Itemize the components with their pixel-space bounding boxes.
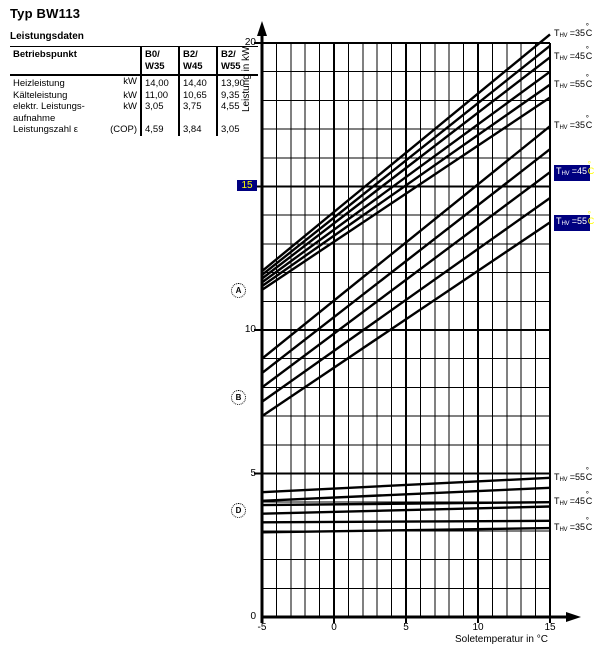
row-unit: (COP) (110, 124, 137, 135)
data-line (261, 96, 551, 291)
table-row: elektr. Leistungs- aufnahme kW 3,05 3,75 4,5… (10, 101, 258, 124)
row-value: 4,59 (140, 124, 179, 136)
row-label: Heizleistung kW (13, 76, 137, 89)
row-label: Kälteleistung kW (13, 89, 137, 101)
row-value: 14,40 (178, 75, 217, 90)
row-value: 13,90 (216, 75, 258, 90)
table-row: Leistungszahl ε (COP) 4,59 3,84 3,05 (10, 124, 258, 136)
row-value: 10,65 (178, 89, 217, 101)
data-line (261, 44, 551, 276)
row-value: 3,05 (140, 101, 179, 124)
data-line (261, 70, 551, 284)
col-header-betriebspunkt: Betriebspunkt (10, 46, 141, 76)
row-label: Leistungszahl ε (COP) (13, 124, 137, 135)
row-value: 3,05 (216, 124, 258, 136)
data-line (261, 33, 551, 273)
row-value: 14,00 (140, 75, 179, 90)
row-value: 4,55 (216, 101, 258, 124)
performance-table-block: Leistungsdaten Betriebspunkt B0/W35 B2/W45… (10, 31, 258, 136)
data-line (261, 519, 551, 524)
row-value: 3,75 (178, 101, 217, 124)
table-row: Kälteleistung kW 11,00 10,65 9,35 (10, 89, 258, 101)
row-label: elektr. Leistungs- aufnahme kW (13, 101, 137, 124)
page-title: Typ BW113 (10, 6, 81, 21)
row-value: 11,00 (140, 89, 179, 101)
row-unit: kW (123, 89, 137, 101)
data-line (261, 83, 551, 288)
y-axis-arrow (257, 21, 267, 36)
data-line (261, 486, 551, 502)
performance-table-header: Betriebspunkt B0/W35 B2/W45 B2/W55 (10, 46, 258, 76)
x-axis-arrow (566, 612, 581, 622)
col-header-B2W45: B2/W45 (178, 46, 217, 76)
performance-table-body: Heizleistung kW 14,00 14,40 13,90 Kälteleistu… (10, 75, 258, 136)
row-value: 3,84 (178, 124, 217, 136)
table-title: Leistungsdaten (10, 31, 84, 42)
data-line (261, 505, 551, 515)
data-line (261, 221, 551, 418)
row-value: 9,35 (216, 89, 258, 101)
row-unit: kW (123, 76, 137, 87)
data-line (261, 197, 551, 403)
data-line (261, 171, 551, 389)
data-line (261, 476, 551, 494)
data-line (261, 148, 551, 374)
data-line (261, 125, 551, 360)
performance-table: Betriebspunkt B0/W35 B2/W45 B2/W55 Heizleis… (10, 46, 258, 136)
data-line (261, 56, 551, 280)
data-line (261, 526, 551, 534)
col-header-B2W55: B2/W55 (216, 46, 258, 76)
col-header-B0W35: B0/W35 (140, 46, 179, 76)
table-row: Heizleistung kW 14,00 14,40 13,90 (10, 75, 258, 90)
row-unit: kW (123, 101, 137, 112)
data-line (261, 501, 551, 507)
